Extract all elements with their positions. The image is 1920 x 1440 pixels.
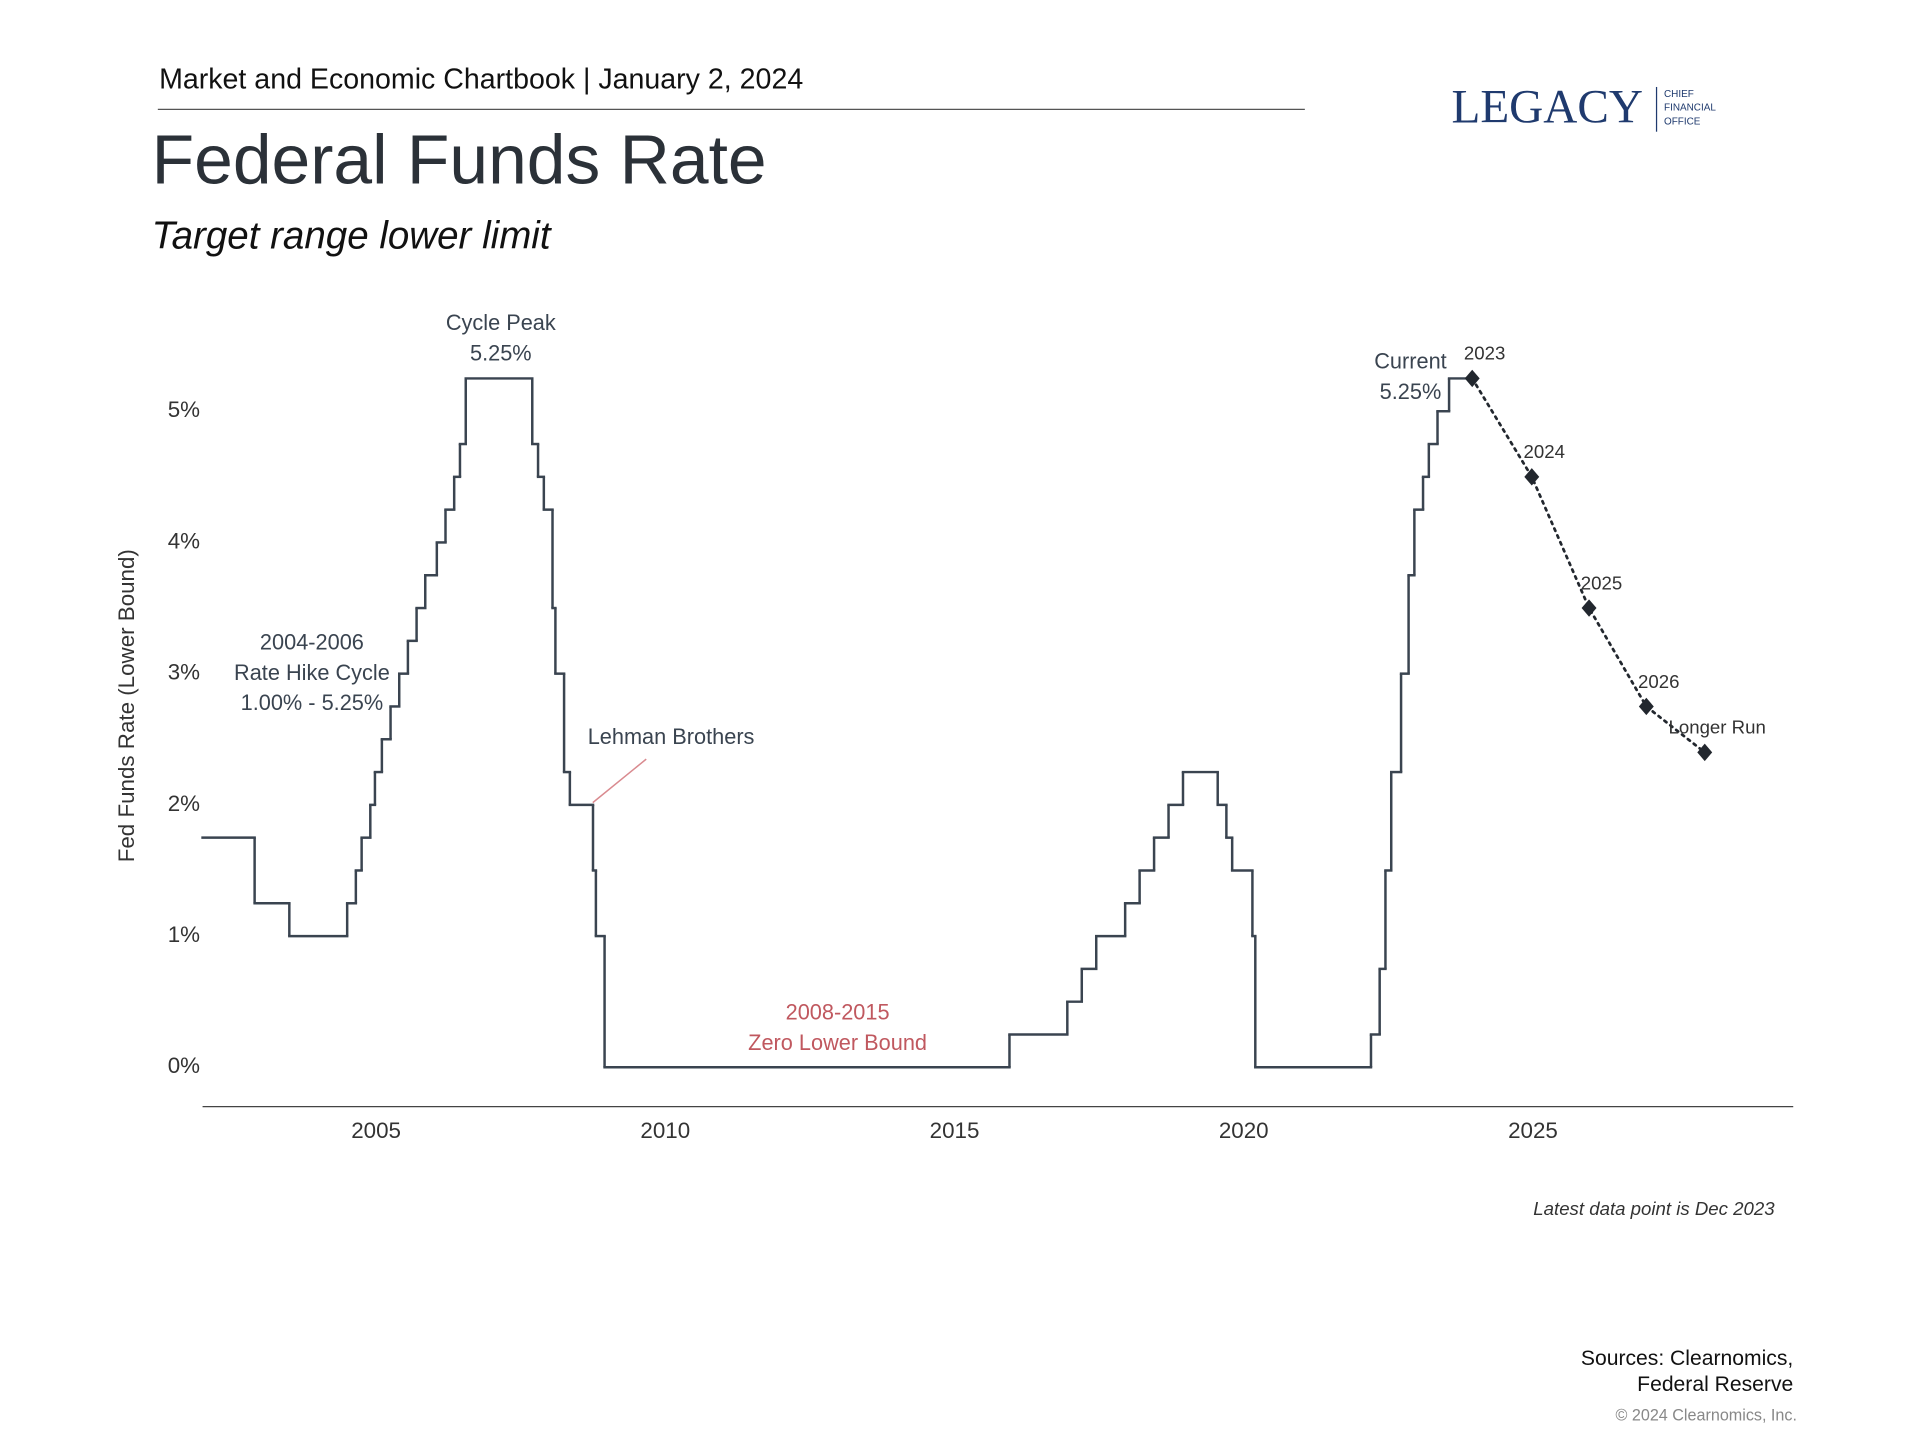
point-label: 2025 xyxy=(1581,572,1622,593)
point-label: Longer Run xyxy=(1668,717,1765,738)
y-tick-label: 0% xyxy=(168,1053,200,1078)
point-label: 2023 xyxy=(1464,343,1505,364)
sources: Federal Reserve xyxy=(1637,1373,1793,1396)
x-tick-label: 2005 xyxy=(351,1118,401,1143)
sources: Sources: Clearnomics, xyxy=(1581,1347,1793,1370)
projection-point xyxy=(1638,697,1654,716)
point-label: 2024 xyxy=(1523,441,1564,462)
annotation: Rate Hike Cycle xyxy=(234,660,390,685)
annotation: Lehman Brothers xyxy=(588,724,755,749)
y-tick-label: 2% xyxy=(168,791,200,816)
logo-sub: FINANCIAL xyxy=(1664,103,1716,114)
y-tick-label: 1% xyxy=(168,922,200,947)
annotation: Zero Lower Bound xyxy=(748,1030,927,1055)
annotation: 2004-2006 xyxy=(260,629,364,654)
y-axis-label: Fed Funds Rate (Lower Bound) xyxy=(114,549,139,862)
x-tick-label: 2015 xyxy=(930,1118,980,1143)
projection-point xyxy=(1697,743,1713,762)
annotation: 1.00% - 5.25% xyxy=(241,690,384,715)
y-tick-label: 3% xyxy=(168,660,200,685)
logo: LEGACY xyxy=(1451,82,1642,134)
copyright: © 2024 Clearnomics, Inc. xyxy=(1615,1407,1796,1425)
projection-point xyxy=(1524,468,1540,486)
note: Latest data point is Dec 2023 xyxy=(1533,1198,1775,1219)
annotation: Cycle Peak xyxy=(446,310,556,335)
projection-line xyxy=(1470,377,1707,754)
annotation: 5.25% xyxy=(470,340,532,365)
x-tick-label: 2010 xyxy=(640,1118,690,1143)
projection-point xyxy=(1581,599,1597,617)
logo-sub: OFFICE xyxy=(1664,116,1701,127)
x-tick-label: 2025 xyxy=(1508,1118,1558,1143)
lehman-arrow xyxy=(592,758,647,804)
x-tick-label: 2020 xyxy=(1219,1118,1269,1143)
annotation: 2008-2015 xyxy=(786,1000,890,1025)
chartbook-header: Market and Economic Chartbook | January … xyxy=(159,63,803,95)
annotation: 5.25% xyxy=(1380,379,1442,404)
logo-sub: CHIEF xyxy=(1664,89,1694,100)
chart-title: Federal Funds Rate xyxy=(152,121,767,199)
y-tick-label: 4% xyxy=(168,528,200,553)
annotation: Current xyxy=(1374,349,1446,374)
point-label: 2026 xyxy=(1638,671,1679,692)
projection-point xyxy=(1464,369,1480,388)
y-tick-label: 5% xyxy=(168,397,200,422)
chart-subtitle: Target range lower limit xyxy=(152,215,553,258)
